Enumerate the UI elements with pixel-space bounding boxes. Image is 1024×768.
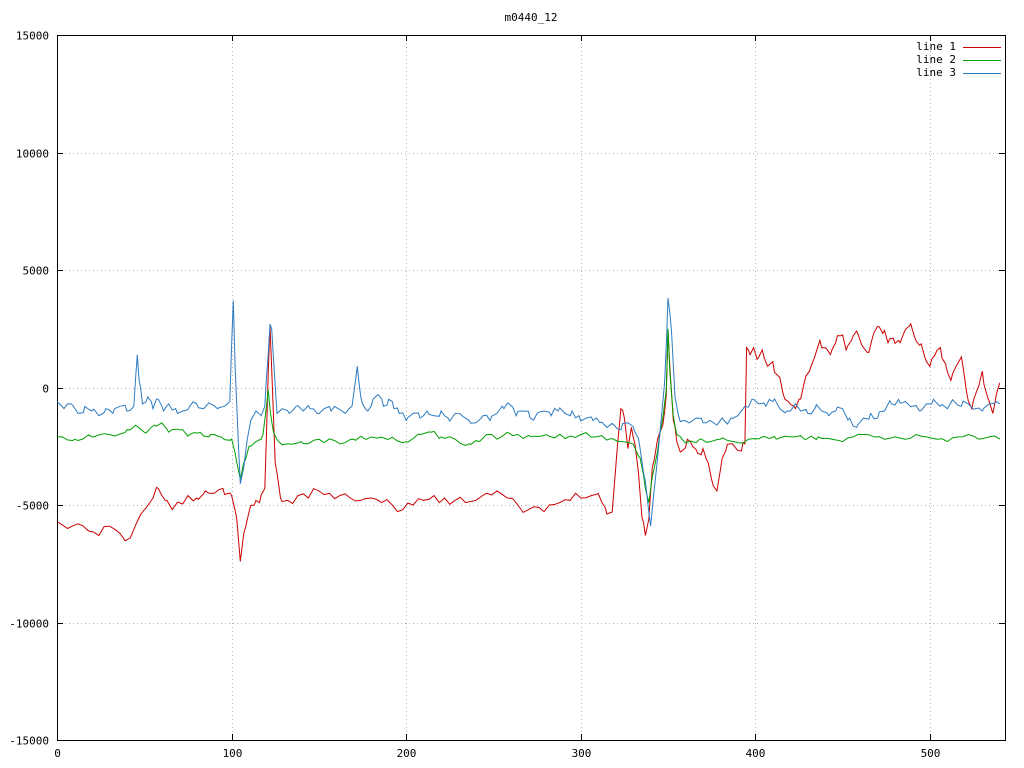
- legend-item: line 1: [916, 40, 1001, 53]
- legend-line-sample: [963, 72, 1001, 74]
- legend-label: line 1: [916, 40, 956, 53]
- legend: line 1 line 2 line 3: [916, 40, 1001, 79]
- x-tick-label: 0: [54, 747, 61, 760]
- y-tick-label: 10000: [16, 148, 49, 161]
- x-tick-label: 500: [921, 747, 941, 760]
- y-tick-label: 5000: [23, 265, 50, 278]
- x-tick-label: 200: [397, 747, 417, 760]
- legend-label: line 2: [916, 53, 956, 66]
- legend-label: line 3: [916, 66, 956, 79]
- series-line-3: [56, 298, 1001, 527]
- x-tick-label: 400: [746, 747, 766, 760]
- legend-line-sample: [963, 46, 1001, 48]
- legend-item: line 3: [916, 66, 1001, 79]
- legend-line-sample: [963, 59, 1001, 61]
- y-tick-label: 0: [42, 383, 49, 396]
- x-tick-label: 300: [572, 747, 592, 760]
- plot-border: [57, 35, 1006, 741]
- series-line-1: [56, 322, 1001, 562]
- y-tick-label: -5000: [16, 500, 49, 513]
- y-tick-label: -10000: [9, 618, 49, 631]
- y-tick-label: -15000: [9, 735, 49, 748]
- series-line-2: [56, 328, 1001, 503]
- chart-title: m0440_12: [504, 11, 558, 24]
- x-tick-label: 100: [223, 747, 243, 760]
- legend-item: line 2: [916, 53, 1001, 66]
- y-tick-label: 15000: [16, 30, 49, 43]
